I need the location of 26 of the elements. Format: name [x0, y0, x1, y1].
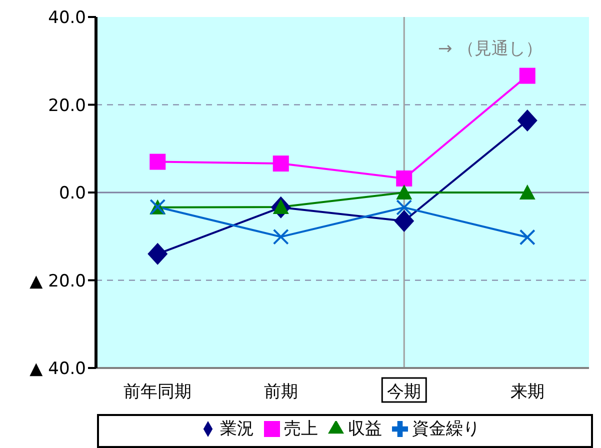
point: [517, 110, 538, 132]
point: [272, 228, 289, 245]
y-tick-label: 0.0: [58, 184, 86, 204]
point: [148, 242, 168, 265]
point: [396, 199, 412, 216]
x-tick-label: 前年同期: [124, 382, 192, 402]
legend-label: 業況: [220, 419, 254, 439]
y-tick-label: 20.0: [48, 96, 86, 116]
x-tick-label: 今期: [387, 382, 422, 402]
legend-label: 収益: [348, 419, 382, 439]
point: [396, 170, 412, 186]
point: [519, 68, 536, 84]
y-tick-label: ▲ 40.0: [30, 359, 86, 380]
x-tick-label: 来期: [510, 382, 544, 402]
annotation: → （見通し）: [438, 38, 543, 60]
point: [519, 229, 536, 246]
point: [396, 184, 412, 200]
y-tick-label: 40.0: [48, 8, 86, 28]
point: [519, 184, 536, 200]
point: [272, 156, 289, 172]
y-tick-label: ▲ 20.0: [30, 271, 86, 292]
legend-label: 資金繰り: [412, 419, 480, 439]
legend-label: 売上: [284, 419, 318, 439]
x-tick-label: 前期: [264, 382, 298, 402]
point: [394, 210, 414, 232]
point: [150, 154, 166, 170]
